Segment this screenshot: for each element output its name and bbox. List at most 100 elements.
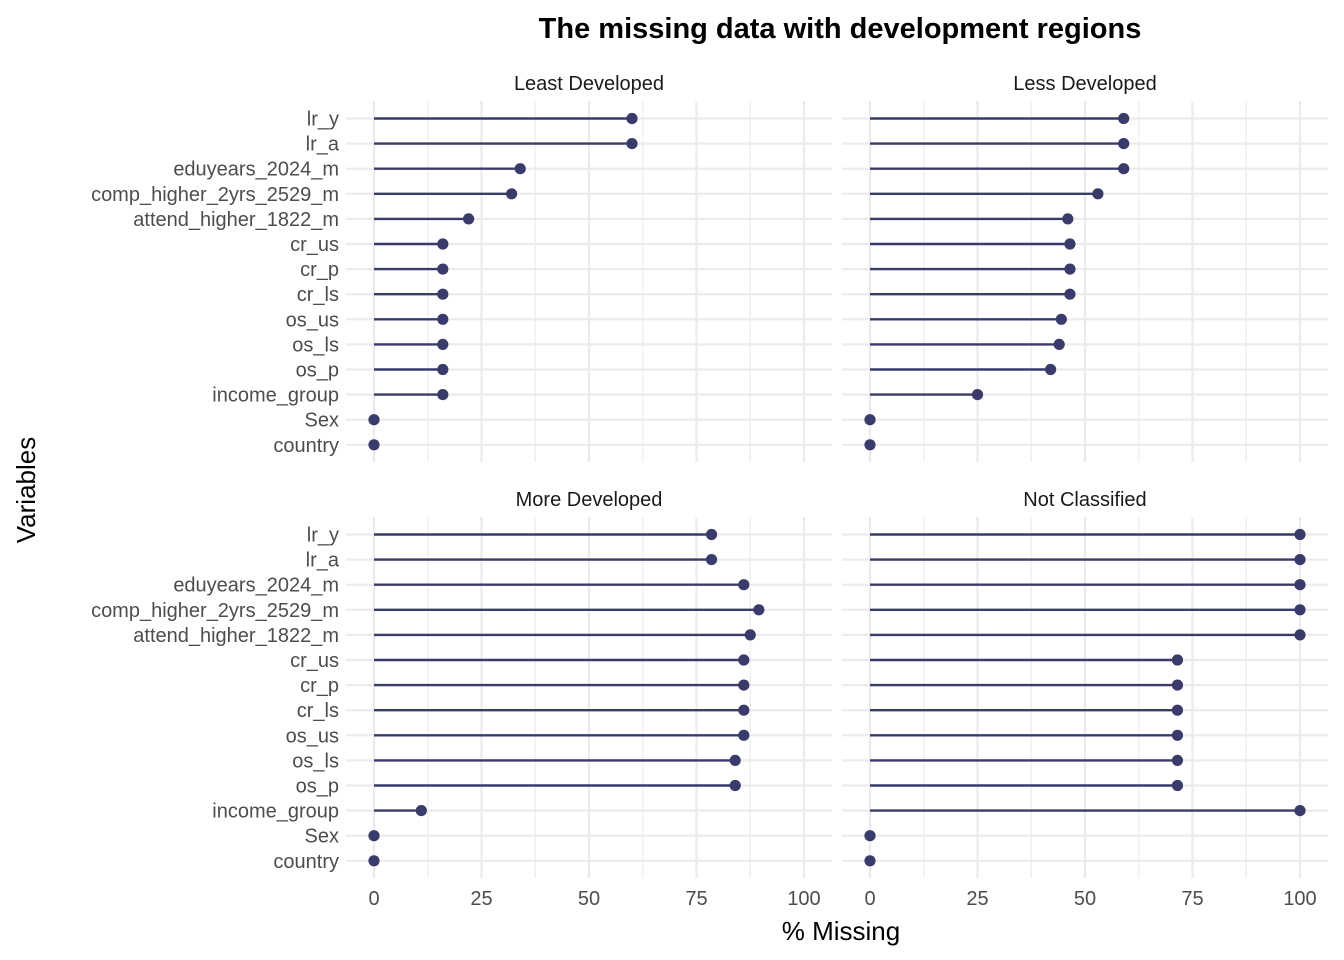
lollipop-point [729,779,741,792]
lollipop-point [1092,188,1104,200]
y-tick-label: eduyears_2024_m [173,159,339,181]
y-tick-label: country [273,851,339,873]
lollipop-point [864,830,876,842]
lollipop-point [463,213,475,225]
panel-less-developed: Less Developed [842,73,1328,462]
lollipop-point [626,112,638,125]
lollipop-point [368,439,380,451]
y-tick-label: lr_y [307,109,339,131]
lollipop-point [437,238,449,250]
x-tick-label: 100 [787,888,820,910]
y-tick-label: comp_higher_2yrs_2529_m [91,600,339,622]
lollipop-point [864,414,876,426]
lollipop-point [738,679,750,691]
lollipop-point [437,338,449,350]
lollipop-point [368,830,380,842]
lollipop-point [864,855,876,867]
y-tick-label: os_p [296,776,339,798]
y-tick-label: comp_higher_2yrs_2529_m [91,184,339,206]
lollipop-point [1064,288,1076,300]
lollipop-point [437,389,449,401]
y-tick-label: lr_a [306,134,340,156]
lollipop-point [1171,704,1184,716]
y-tick-label: lr_a [306,550,340,572]
y-tick-label: eduyears_2024_m [173,575,339,597]
y-tick-label: cr_us [290,234,339,256]
lollipop-point [437,363,449,376]
lollipop-point [1118,163,1130,175]
lollipop-point [506,188,518,200]
lollipop-point [738,729,750,741]
y-tick-label: cr_ls [297,284,339,306]
lollipop-point [705,554,718,566]
x-tick-label: 25 [470,888,492,910]
lollipop-point [1064,263,1076,275]
lollipop-point [437,288,449,300]
lollipop-point [1294,528,1306,541]
lollipop-point [738,654,750,666]
y-tick-label: country [273,435,339,457]
panels: Least Developedlr_ylr_aeduyears_2024_mco… [91,73,1328,910]
lollipop-point [1294,579,1306,591]
x-tick-label: 100 [1283,888,1316,910]
y-tick-label: income_group [212,385,339,407]
panel-strip-label: Not Classified [1023,489,1146,511]
panel-strip-label: More Developed [516,489,663,511]
lollipop-point [415,805,427,817]
panel-strip-label: Less Developed [1013,73,1156,95]
lollipop-point [626,138,638,150]
panel-least-developed: Least Developed lr_y lr_a eduyears_2024_mco… [91,73,832,462]
panel-more-developed: More Developed lr_y lr_a eduyears_2024_mcom… [91,489,832,910]
lollipop-point [1053,338,1065,350]
y-axis-title: Variables [11,437,41,543]
x-axis-title: % Missing [782,916,900,946]
y-tick-label: lr_y [307,525,339,547]
y-tick-label: attend_higher_1822_m [133,625,339,647]
y-tick-label: os_ls [292,750,339,772]
y-tick-label: os_us [286,725,339,747]
lollipop-point [1045,363,1057,376]
lollipop-point [864,439,876,451]
y-tick-label: os_ls [292,334,339,356]
x-tick-label: 75 [1181,888,1203,910]
chart-title: The missing data with development region… [539,13,1142,45]
lollipop-point [1118,138,1130,150]
lollipop-point [1171,654,1184,666]
y-tick-label: cr_us [290,650,339,672]
y-tick-label: os_p [296,360,339,382]
lollipop-point [1171,754,1184,767]
panel-not-classified: Not Classified 0 25 50 75 100 [842,489,1328,910]
lollipop-point [971,389,984,401]
x-tick-label: 50 [1074,888,1096,910]
lollipop-point [1062,213,1074,225]
lollipop-point [437,263,449,275]
lollipop-point [437,313,449,325]
lollipop-point [514,163,526,175]
lollipop-point [1171,729,1184,741]
lollipop-point [1171,679,1184,691]
y-tick-label: os_us [286,309,339,331]
lollipop-point [729,754,741,767]
lollipop-point [1294,629,1306,641]
lollipop-point [368,855,380,867]
x-tick-label: 75 [685,888,707,910]
lollipop-point [705,528,718,541]
y-tick-label: cr_p [300,675,339,697]
y-tick-label: Sex [305,410,339,432]
x-tick-label: 25 [966,888,988,910]
y-tick-label: attend_higher_1822_m [133,209,339,231]
lollipop-point [1171,779,1184,792]
lollipop-point [1064,238,1076,250]
x-tick-label: 50 [578,888,600,910]
x-tick-label: 0 [864,888,875,910]
y-tick-label: income_group [212,801,339,823]
x-tick-label: 0 [368,888,379,910]
lollipop-point [738,704,750,716]
lollipop-point [753,604,765,616]
lollipop-point [744,629,756,641]
lollipop-point [1294,604,1306,616]
lollipop-point [738,579,750,591]
y-tick-label: cr_p [300,259,339,281]
lollipop-point [368,414,380,426]
